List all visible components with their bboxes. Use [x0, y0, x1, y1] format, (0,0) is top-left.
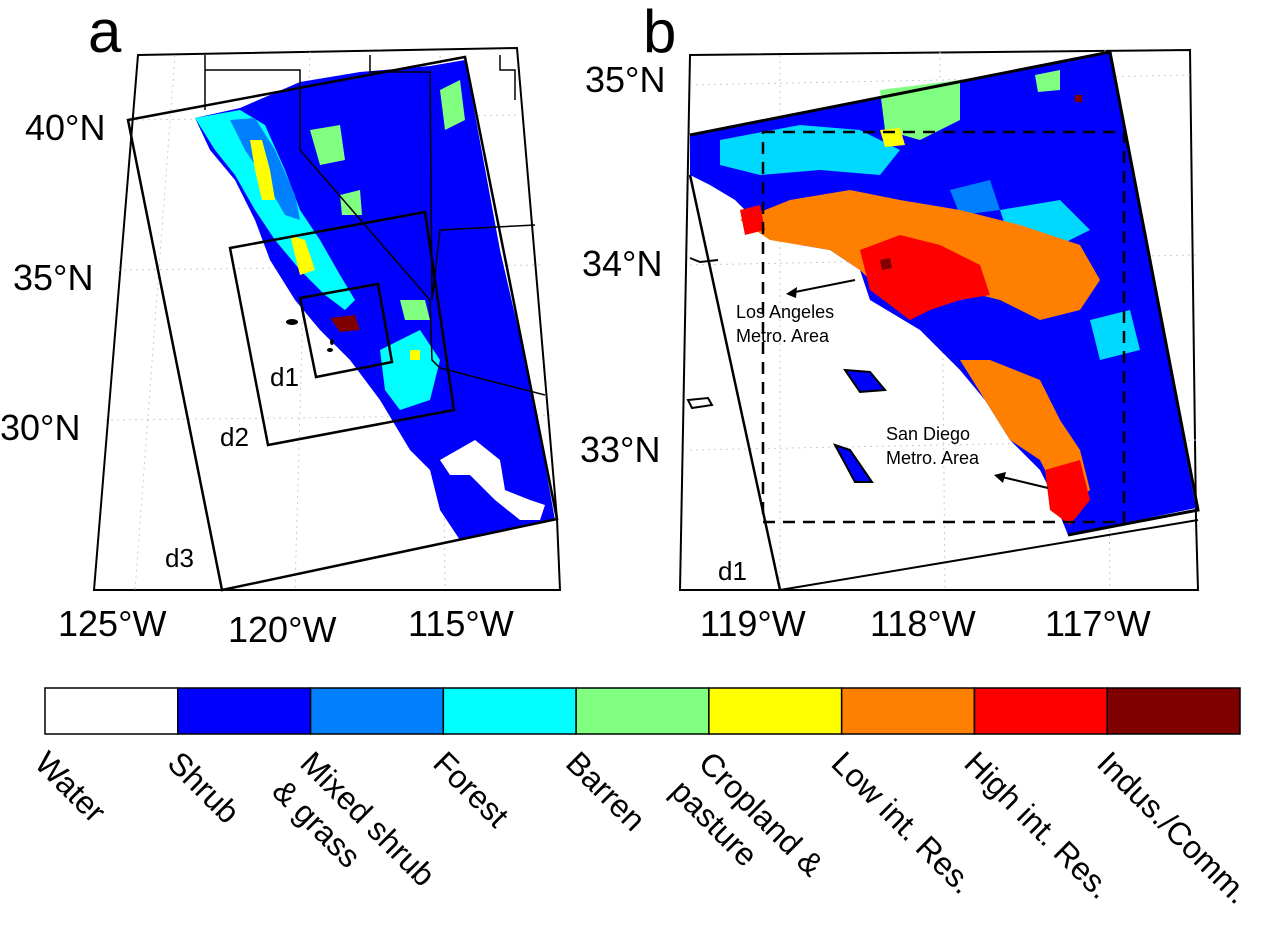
legend-swatch-indus-comm: [1106, 687, 1241, 735]
legend-swatch-barren: [575, 687, 710, 735]
legend-label: Water: [28, 744, 113, 829]
legend-label: Low int. Res.: [825, 744, 981, 900]
legend-labels: Water Shrub Mixed shrub& grass Forest Barren…: [28, 744, 1257, 910]
panel-b-domain-outline: [689, 50, 1200, 537]
panel-a-lat-tick: 40°N: [25, 107, 105, 148]
panel-b-lon-tick: 117°W: [1045, 603, 1151, 644]
legend-swatch-mixed-shrub: [309, 687, 445, 735]
la-callout-line2: Metro. Area: [736, 326, 830, 346]
panel-a-land-cover: [195, 60, 555, 540]
panel-b-domain-bottom-edge: [779, 519, 1199, 591]
legend-swatch-high-int-res: [973, 687, 1108, 735]
sd-callout-line2: Metro. Area: [886, 448, 980, 468]
la-callout-line1: Los Angeles: [736, 302, 834, 322]
domain-d1-box: [298, 282, 394, 379]
panel-b-lat-tick: 35°N: [585, 59, 665, 100]
legend-colorbar: [44, 687, 1241, 735]
domain-d3-box: [126, 55, 559, 592]
legend-swatch-cropland: [708, 687, 843, 735]
panel-a-letter: a: [88, 0, 122, 65]
domain-label-d2: d2: [220, 422, 249, 452]
legend-label: Shrub: [161, 744, 247, 830]
panel-b-islands: [686, 257, 888, 483]
domain-d2-box: [228, 210, 456, 447]
domain-label-d3: d3: [165, 543, 194, 573]
la-callout: Los Angeles Metro. Area: [736, 279, 856, 346]
panel-b-domain-label: d1: [718, 556, 747, 586]
legend-label: Forest: [426, 744, 516, 834]
panel-b-lon-tick: 119°W: [700, 603, 806, 644]
panel-a-lon-tick: 120°W: [228, 609, 336, 650]
legend-swatch-low-int-res: [840, 687, 976, 735]
panel-b-lon-tick: 118°W: [870, 603, 976, 644]
panel-b-letter: b: [643, 0, 676, 65]
sd-callout: San Diego Metro. Area: [886, 424, 1049, 489]
legend-swatch-water: [44, 687, 179, 735]
legend-label: Barren: [559, 744, 652, 837]
panel-b-land-cover: [690, 52, 1196, 535]
domain-label-d1: d1: [270, 362, 299, 392]
panel-b-lat-tick: 34°N: [582, 243, 662, 284]
legend-swatch-shrub: [177, 687, 312, 735]
panel-a-lon-tick: 115°W: [408, 603, 514, 644]
panel-b-d1-dashed-box: [761, 130, 1126, 524]
panel-a-lat-tick: 35°N: [13, 257, 93, 298]
legend-label: Indus./Comm.: [1090, 744, 1256, 910]
sd-callout-line1: San Diego: [886, 424, 970, 444]
legend-swatch-forest: [442, 687, 577, 735]
panel-a-lon-tick: 125°W: [58, 603, 166, 644]
panel-a-lat-tick: 30°N: [0, 407, 80, 448]
panel-b-lat-tick: 33°N: [580, 429, 660, 470]
panel-a-state-borders: [204, 55, 546, 396]
panel-a-islands: [286, 319, 334, 352]
